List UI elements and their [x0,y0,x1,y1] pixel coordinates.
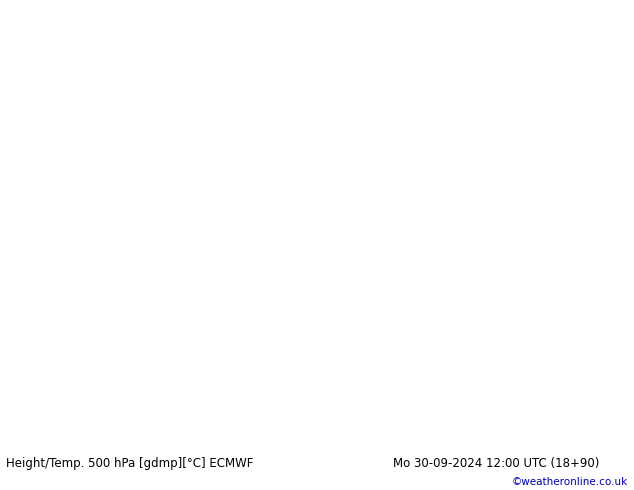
Text: Height/Temp. 500 hPa [gdmp][°C] ECMWF: Height/Temp. 500 hPa [gdmp][°C] ECMWF [6,457,254,470]
Text: Mo 30-09-2024 12:00 UTC (18+90): Mo 30-09-2024 12:00 UTC (18+90) [393,457,600,470]
Text: ©weatheronline.co.uk: ©weatheronline.co.uk [512,477,628,487]
